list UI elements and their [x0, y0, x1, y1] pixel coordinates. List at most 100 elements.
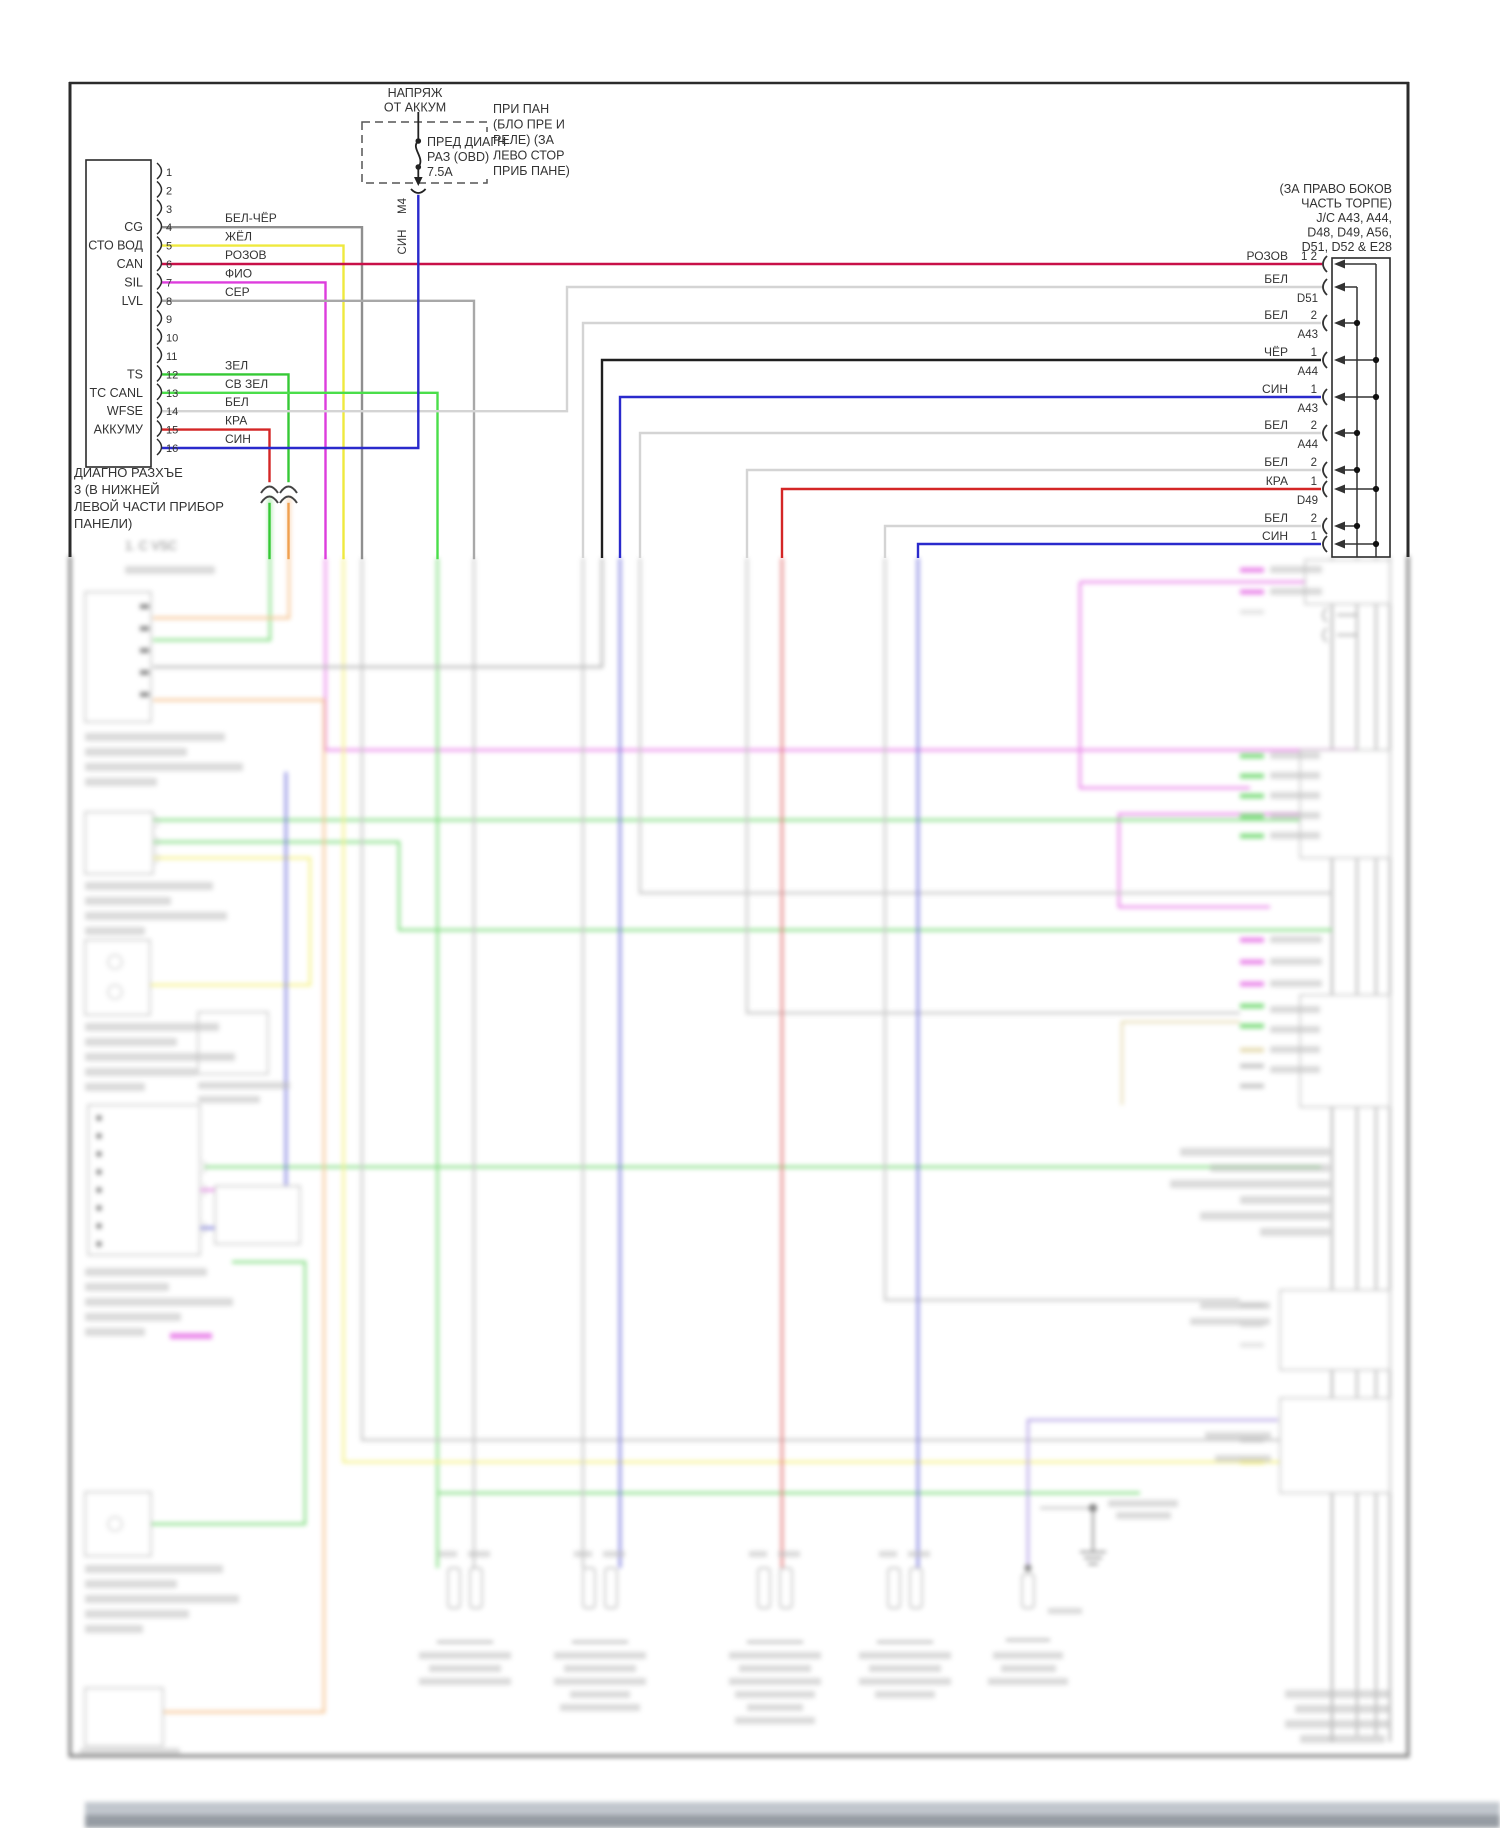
pin-number: 11 [166, 351, 177, 363]
wire-kra [161, 428, 271, 483]
bottom-connectors [419, 1551, 1082, 1724]
connector-bracket [1322, 535, 1328, 553]
junction-pin-number: 1 [1311, 476, 1317, 488]
faded-boxes [84, 559, 1391, 1747]
pin-number: 12 [166, 369, 178, 381]
arrow-left-icon [1334, 465, 1345, 475]
text-line: J/C A43, A44, [1316, 211, 1392, 225]
junction-dot [1372, 540, 1380, 548]
fuse-label-bg [427, 132, 495, 178]
junction-wire-label: БЕЛ [1264, 418, 1288, 432]
pin-number: 14 [166, 406, 178, 418]
junction-dot [1353, 429, 1361, 437]
arrow-left-icon [1334, 355, 1345, 365]
dlc3-signal-label: SIL [124, 275, 143, 289]
pin-number: 6 [166, 259, 172, 271]
pin-number: 5 [166, 241, 172, 253]
wire-zhyol [161, 244, 345, 560]
pin-bracket [156, 420, 163, 438]
junction-wire-label: СИН [1262, 382, 1288, 396]
pin-bracket [156, 328, 163, 346]
dlc3-signal-label: TS [127, 367, 143, 381]
text-line: 7.5A [427, 165, 453, 179]
pin-bracket [156, 401, 163, 419]
page-border-faded [68, 556, 1410, 1758]
text-line: ЛЕВОЙ ЧАСТИ ПРИБОР [74, 499, 224, 514]
junction-wire [581, 321, 1321, 558]
junction-pin-number: 2 [1311, 457, 1317, 469]
faded-box-pins [107, 815, 207, 1532]
junction-wire [916, 542, 1321, 558]
text-line: ПРЕД ДИАГН [427, 135, 506, 149]
text-line: ЛЕВО СТОР [493, 149, 564, 163]
junction-pin-number: 1 [1311, 347, 1317, 359]
dlc3-signal-labels: CG СТО ВОД CAN SIL LVL TS TC CANL WFSE АККУМУ [88, 220, 143, 436]
junction-dot [1353, 319, 1361, 327]
wire-color-label: СВ ЗЕЛ [225, 377, 268, 391]
junction-ref-label: A44 [1298, 439, 1319, 451]
dlc3-list-line: 1. C VSC [125, 539, 177, 553]
junction-pin-number: 2 [1311, 420, 1317, 432]
fuse-element-icon [414, 140, 422, 168]
pin-bracket [156, 383, 163, 401]
pin-number: 4 [166, 222, 172, 234]
dlc3-connector-box [85, 159, 152, 468]
connector-socket-icon [410, 188, 427, 194]
dlc3-caption: ДИАГНО РАЗХЪЕ 3 (В НИЖНЕЙ ЛЕВОЙ ЧАСТИ ПРИБ… [74, 465, 224, 531]
junction-box [1331, 257, 1391, 558]
junction-wire-label: БЕЛ [1264, 455, 1288, 469]
wire-sv-zel [161, 391, 439, 560]
junction-wire-label: КРА [1266, 474, 1288, 488]
pin-number: 15 [166, 425, 178, 437]
junction-ref-label: D51 [1297, 293, 1318, 305]
wire-sin [161, 194, 420, 450]
junction-wire-label: СИН [1262, 529, 1288, 543]
arrow-left-icon [1334, 282, 1345, 292]
text-line: РАЗ (OBD) [427, 150, 489, 164]
pin-number: 1 [166, 167, 172, 179]
junction-pin-number: 1 2 [1301, 251, 1317, 263]
pin-number: 10 [166, 333, 178, 345]
pin-bracket [156, 438, 163, 456]
dlc3-signal-label: WFSE [107, 404, 143, 418]
junction-wire [600, 358, 1321, 558]
junction-wire-label: БЕЛ [1264, 272, 1288, 286]
wires [161, 194, 1323, 560]
wire-color-label: РОЗОВ [225, 248, 267, 262]
pin-number: 2 [166, 185, 172, 197]
wire-color-label: КРА [225, 414, 247, 428]
junction-wire [883, 524, 1321, 558]
dlc3-signal-label: АККУМУ [94, 423, 143, 437]
pin-number: 16 [166, 443, 178, 455]
text-line: (БЛО ПРЕ И [493, 118, 565, 132]
dlc3-signal-label: CG [124, 220, 143, 234]
text-line: 3 (В НИЖНЕЙ [74, 482, 160, 497]
wire-color-label: ФИО [225, 266, 252, 280]
dlc3-signal-label: TC CANL [90, 386, 144, 400]
junction-ref-label: A43 [1298, 403, 1318, 415]
harness-break-icon [260, 485, 298, 504]
junction-wire-label: РОЗОВ [1246, 249, 1288, 263]
connector-bracket [1322, 461, 1328, 479]
bottom-band [85, 1802, 1500, 1828]
junction-pin-number: 1 [1311, 384, 1317, 396]
ground-symbol [1080, 1504, 1106, 1565]
pin-number: 8 [166, 296, 172, 308]
junction-wire [618, 395, 1321, 558]
wire-color-label: ЖЁЛ [225, 230, 252, 244]
pin-number: 13 [166, 388, 178, 400]
pin-bracket [156, 180, 163, 198]
pin-number: 9 [166, 314, 172, 326]
pin-bracket [156, 254, 163, 272]
wire-color-label: БЕЛ-ЧЁР [225, 211, 277, 225]
dlc3-signal-label: CAN [117, 257, 143, 271]
pin-bracket [156, 217, 163, 235]
pin-number: 3 [166, 204, 172, 216]
junction-wires [581, 321, 1321, 558]
junction-ref-label: A43 [1298, 329, 1318, 341]
